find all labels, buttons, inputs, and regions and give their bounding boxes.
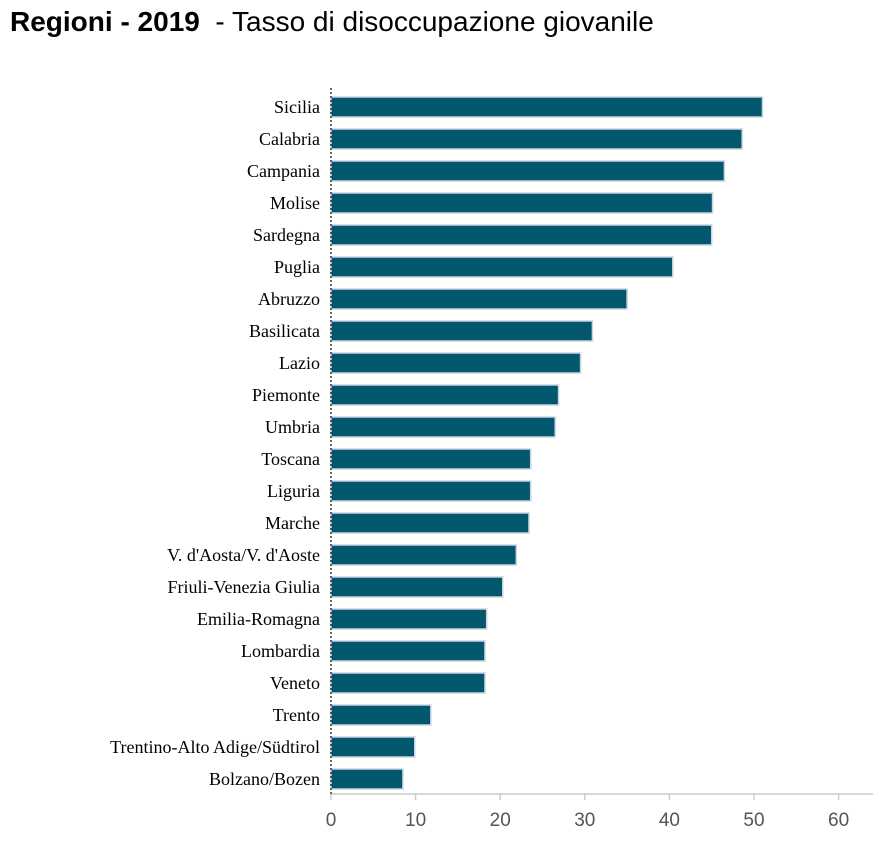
category-label: Campania — [247, 161, 320, 181]
bar — [330, 128, 743, 150]
x-tick-label: 30 — [574, 810, 595, 831]
x-tick-label: 40 — [659, 810, 680, 831]
category-label: Abruzzo — [258, 289, 320, 309]
bar — [330, 224, 713, 246]
bar — [330, 544, 518, 566]
x-tick-label: 20 — [490, 810, 511, 831]
chart-title-bold: Regioni - 2019 — [10, 6, 200, 37]
category-label: Lazio — [279, 353, 320, 373]
category-label: Sicilia — [274, 97, 320, 117]
bar — [330, 672, 486, 694]
category-label: Trento — [273, 705, 320, 725]
bar — [330, 608, 488, 630]
chart-title-rest: - Tasso di disoccupazione giovanile — [199, 6, 654, 37]
category-label: Liguria — [267, 481, 320, 501]
bar — [330, 416, 556, 438]
category-label: Calabria — [259, 129, 320, 149]
category-label: Veneto — [270, 673, 320, 693]
bar — [330, 384, 560, 406]
category-label: Trentino-Alto Adige/Südtirol — [110, 737, 320, 757]
category-label: Emilia-Romagna — [197, 609, 320, 629]
bars — [330, 96, 764, 790]
category-label: Piemonte — [252, 385, 320, 405]
x-tick-label: 50 — [743, 810, 764, 831]
category-label: Marche — [265, 513, 320, 533]
x-tick-label: 60 — [828, 810, 849, 831]
bar — [330, 448, 532, 470]
bar — [330, 320, 594, 342]
category-label: Sardegna — [253, 225, 320, 245]
category-label: Toscana — [261, 449, 320, 469]
category-label: Friuli-Venezia Giulia — [168, 577, 320, 597]
category-label: Umbria — [265, 417, 320, 437]
bar — [330, 576, 504, 598]
bar — [330, 512, 530, 534]
category-label: Lombardia — [241, 641, 320, 661]
bar — [330, 192, 714, 214]
bar — [330, 704, 432, 726]
x-axis: 0 10 20 30 40 50 60 — [326, 793, 873, 831]
category-labels: Sicilia Calabria Campania Molise Sardegna Pug… — [110, 97, 320, 789]
chart-title: Regioni - 2019 - Tasso di disoccupazione… — [10, 4, 654, 40]
bar — [330, 288, 628, 310]
category-label: V. d'Aosta/V. d'Aoste — [167, 545, 320, 565]
category-label: Molise — [270, 193, 320, 213]
bar — [330, 480, 532, 502]
bar — [330, 768, 404, 790]
category-label: Basilicata — [249, 321, 320, 341]
bar — [330, 160, 726, 182]
category-label: Puglia — [274, 257, 320, 277]
bar — [330, 256, 674, 278]
bar — [330, 352, 582, 374]
bar — [330, 736, 416, 758]
category-label: Bolzano/Bozen — [209, 769, 320, 789]
x-tick-label: 10 — [405, 810, 426, 831]
bar — [330, 640, 486, 662]
bar — [330, 96, 764, 118]
x-tick-label: 0 — [326, 810, 337, 831]
